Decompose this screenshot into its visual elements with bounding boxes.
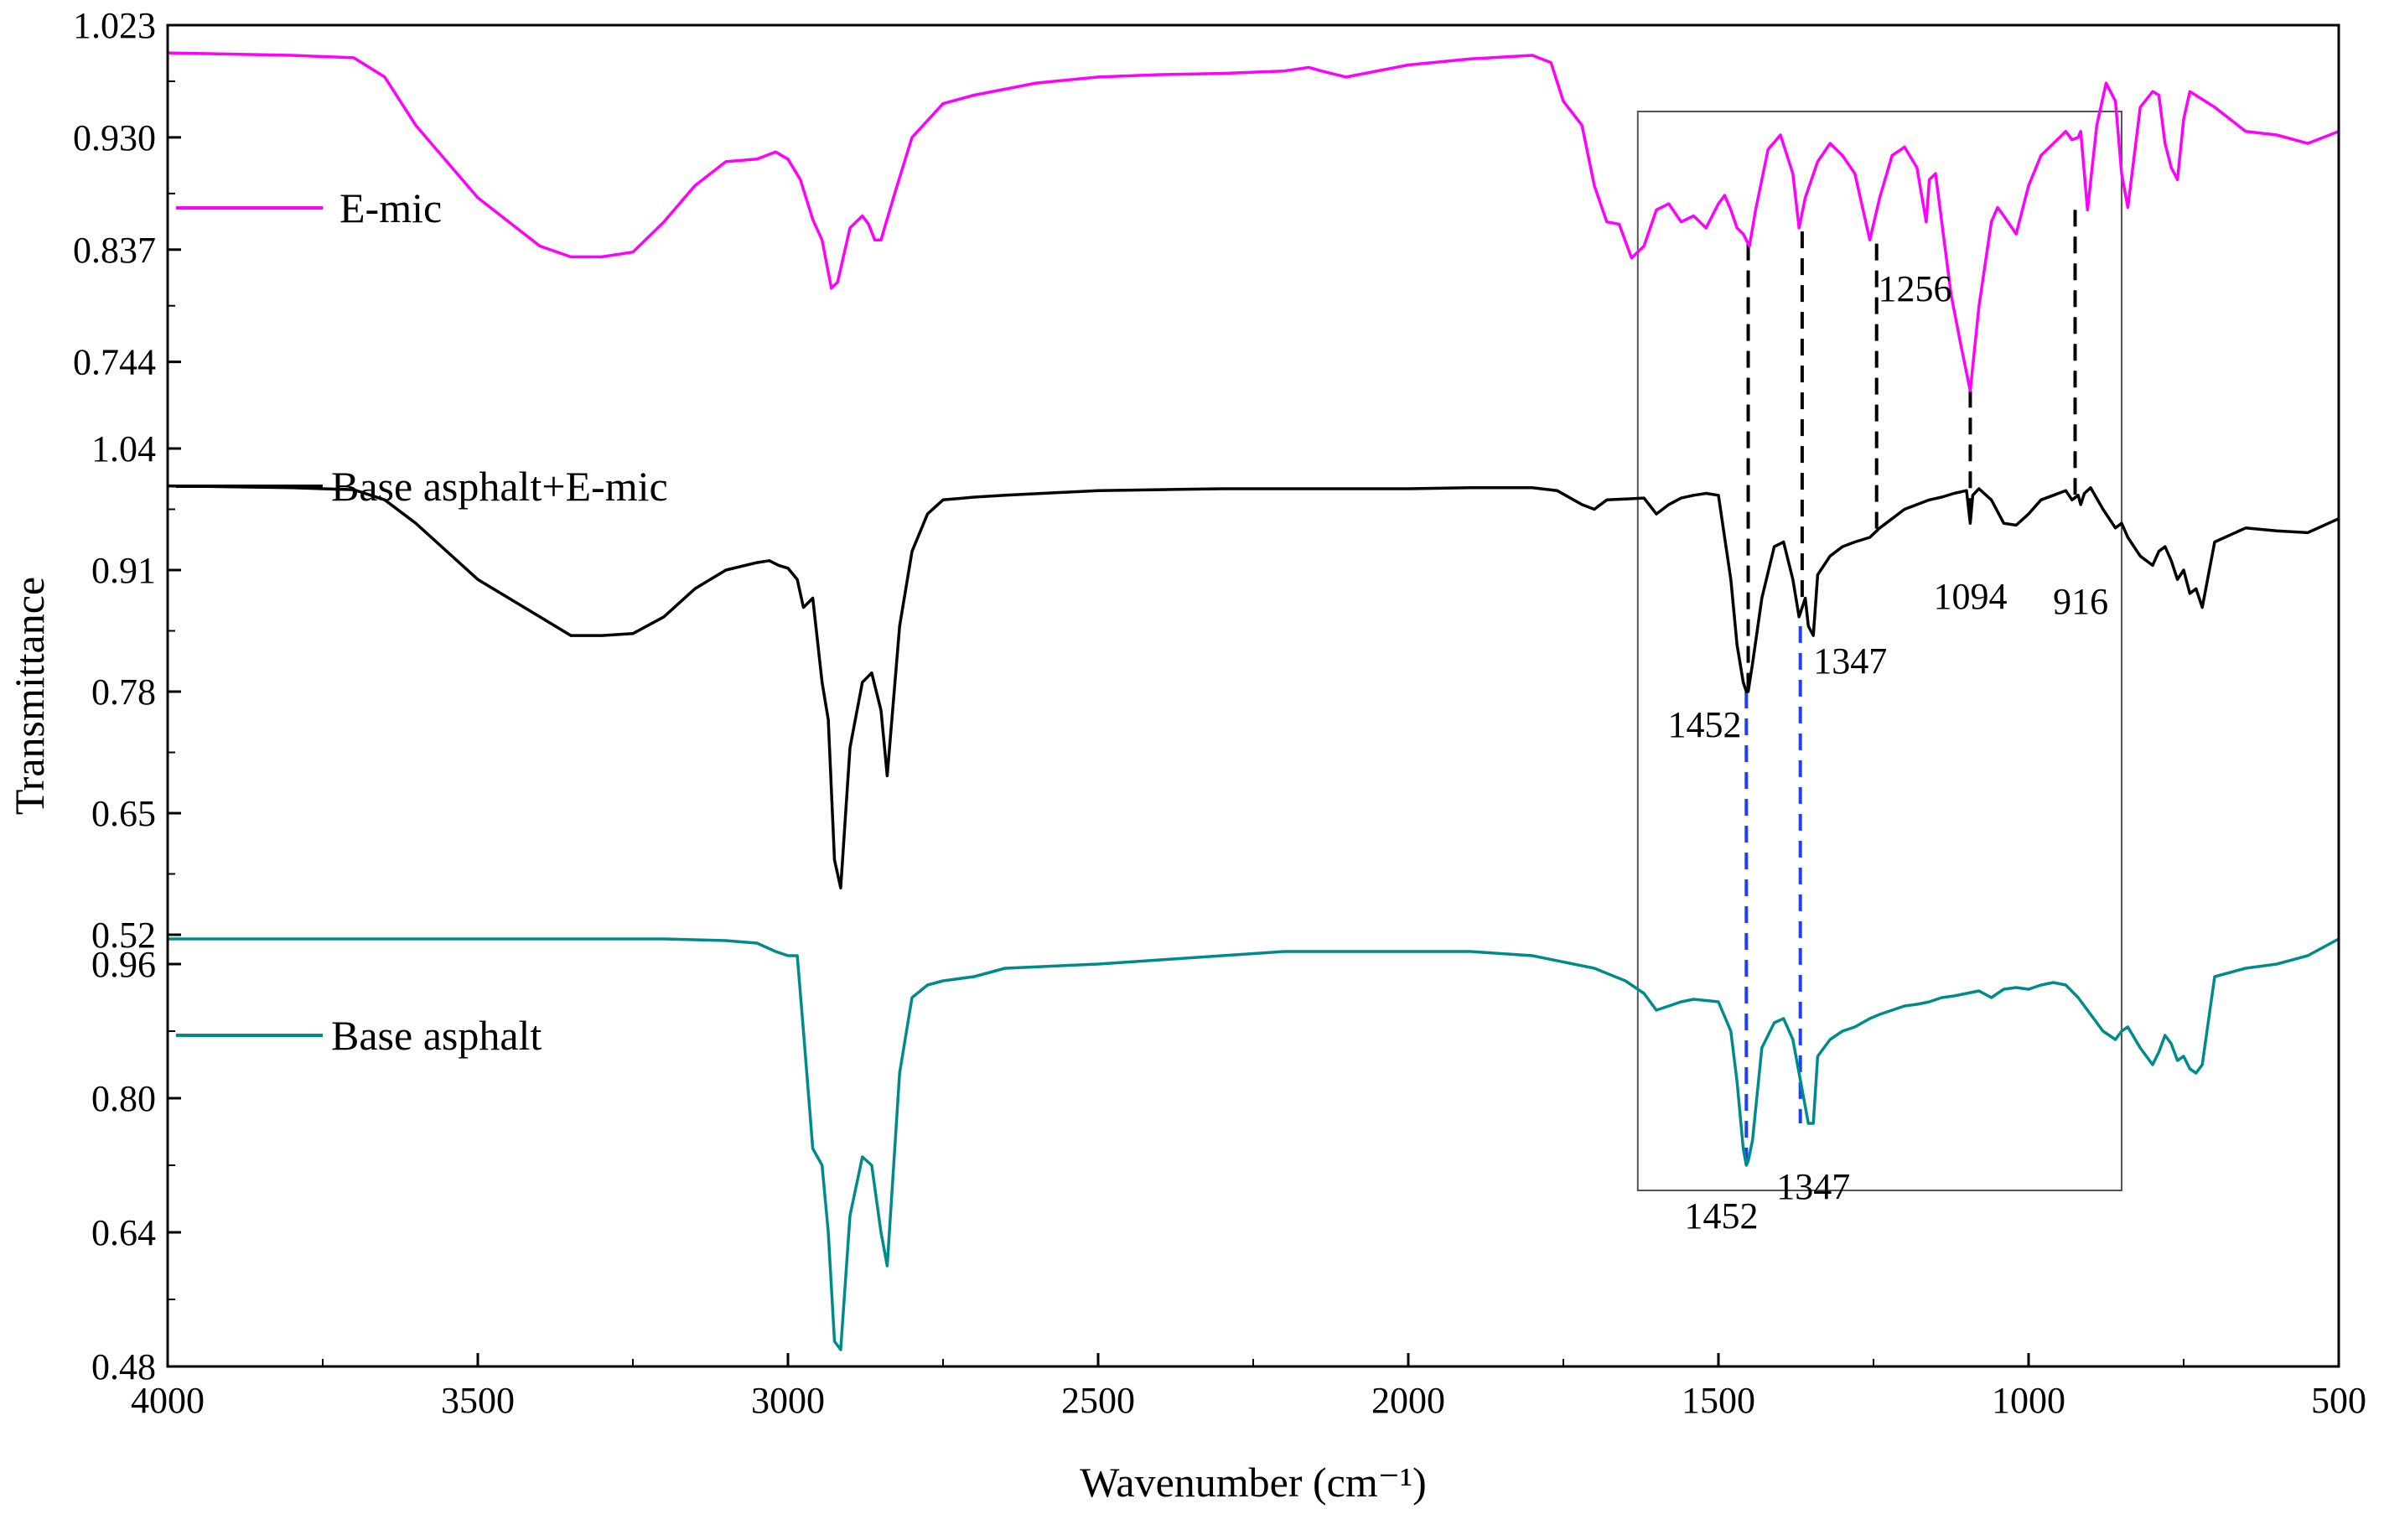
series-layer: [167, 51, 2340, 1351]
peak-label: 1094: [1933, 576, 2007, 617]
legend-label: E-mic: [339, 184, 442, 231]
x-tick-label: 4000: [131, 1380, 205, 1421]
series-line-base: [168, 937, 2340, 1351]
y-tick-label-base: 0.64: [91, 1212, 156, 1253]
y-tick-label-mix: 1.04: [91, 428, 156, 469]
peak-label: 916: [2053, 581, 2108, 622]
x-axis-title: Wavenumber (cm⁻¹): [1080, 1459, 1427, 1506]
peak-label: 1347: [1776, 1166, 1850, 1207]
plot-frame: [166, 23, 2340, 1368]
series-line-mix: [167, 484, 2340, 889]
guide-lines-layer: [1744, 210, 2077, 1165]
y-tick-label-emic: 0.930: [73, 117, 156, 158]
series-line-emic: [167, 51, 2340, 392]
y-axis-title: Transmittance: [6, 577, 53, 815]
y-tick-label-emic: 0.744: [73, 342, 156, 383]
peak-label: 1452: [1668, 704, 1742, 745]
y-tick-label-base: 0.80: [91, 1078, 156, 1119]
y-tick-label-emic: 0.837: [73, 230, 156, 271]
legend-label: Base asphalt+E-mic: [331, 463, 668, 510]
peak-label: 1347: [1813, 640, 1887, 682]
y-tick-label-mix: 0.65: [91, 793, 156, 834]
x-tick-label: 3000: [751, 1380, 825, 1421]
y-tick-label-base: 0.96: [91, 944, 156, 985]
x-tick-label: 2000: [1371, 1380, 1445, 1421]
annotation-layer: 1256 1094 916 1347 1452 1452 1347: [1668, 268, 2109, 1237]
x-tick-label: 3500: [441, 1380, 515, 1421]
y-tick-label-mix: 0.78: [91, 671, 156, 713]
x-tick-label: 1000: [1992, 1380, 2065, 1421]
legend-layer: E-mic Base asphalt+E-mic Base asphalt: [176, 184, 668, 1059]
y-tick-label-base: 0.48: [91, 1346, 156, 1387]
x-tick-label: 500: [2311, 1380, 2366, 1421]
y-tick-label-emic: 1.023: [73, 5, 156, 46]
y-tick-label-mix: 0.91: [91, 550, 156, 591]
highlight-box-layer: [1636, 111, 2123, 1191]
y-tick-label-mix: 0.52: [91, 915, 156, 956]
peak-label: 1256: [1879, 268, 1952, 309]
x-tick-label: 2500: [1061, 1380, 1135, 1421]
legend-label: Base asphalt: [331, 1012, 542, 1059]
x-tick-label: 1500: [1682, 1380, 1755, 1421]
peak-label: 1452: [1685, 1195, 1759, 1237]
tick-layer: 4000 3500 3000 2500 2000 1500 1000 500 0.744 0.83…: [73, 5, 2366, 1421]
highlight-box: [1636, 111, 2123, 1191]
